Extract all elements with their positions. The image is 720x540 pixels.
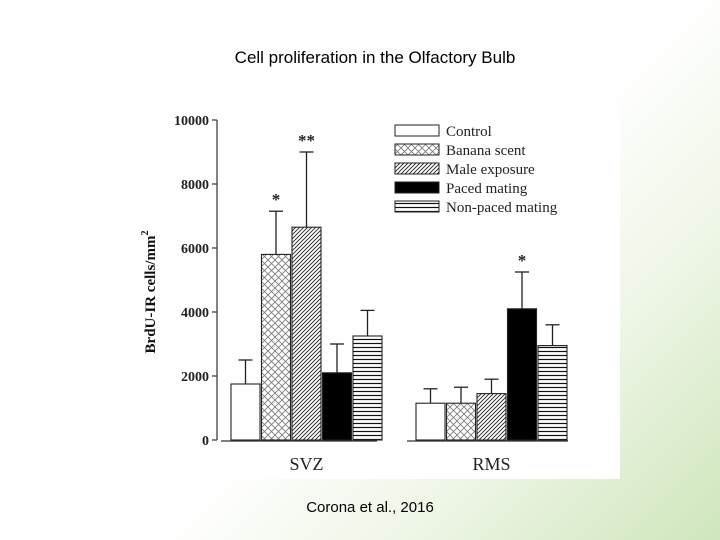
bar-svz-0 xyxy=(230,383,261,441)
y-tick-label: 6000 xyxy=(181,242,209,257)
bar-svz-2 xyxy=(291,226,322,441)
bar-layer: **** xyxy=(230,131,568,441)
legend: Control Banana scent Male exposure Paced ma… xyxy=(394,124,558,216)
bar-svz-3 xyxy=(321,372,353,441)
bar-svz-1 xyxy=(260,253,292,441)
chart-panel: 0 2000 4000 6000 8000 10000 SVZ RMS * ** * Contro… xyxy=(121,106,620,479)
x-category-label: RMS xyxy=(472,454,510,474)
legend-label: Control xyxy=(446,124,492,140)
citation: Corona et al., 2016 xyxy=(306,499,434,516)
legend-label: Paced mating xyxy=(446,181,528,197)
bar-rms-4 xyxy=(537,345,568,441)
legend-swatch xyxy=(394,143,440,156)
bar-rms-3 xyxy=(506,308,538,441)
y-tick-label: 4000 xyxy=(181,306,209,321)
slide-title: Cell proliferation in the Olfactory Bulb xyxy=(234,48,516,67)
bar-rms-2 xyxy=(476,393,507,441)
legend-label: Banana scent xyxy=(446,143,526,159)
y-tick-label: 2000 xyxy=(181,370,209,385)
y-tick-label: 0 xyxy=(202,434,209,449)
y-axis-label: BrdU-IR cells/mm2 xyxy=(140,231,159,354)
legend-swatch xyxy=(394,124,440,137)
bar-rms-0 xyxy=(415,402,446,441)
significance-marker: * xyxy=(272,190,281,209)
legend-label: Non-paced mating xyxy=(446,200,558,216)
y-tick-label: 8000 xyxy=(181,178,209,193)
y-axis-label-main: BrdU-IR cells/mm xyxy=(143,235,159,353)
legend-swatch xyxy=(394,181,440,194)
legend-swatch xyxy=(394,162,440,175)
bar-svz-4 xyxy=(352,335,383,441)
legend-label: Male exposure xyxy=(446,162,535,178)
x-category-label: SVZ xyxy=(289,454,323,474)
significance-marker: * xyxy=(518,251,527,270)
axis-layer: 0 2000 4000 6000 8000 10000 SVZ RMS xyxy=(174,114,568,474)
legend-swatch xyxy=(394,200,440,213)
significance-marker: ** xyxy=(298,131,315,150)
y-axis-label-superscript: 2 xyxy=(140,231,151,236)
y-tick-label: 10000 xyxy=(174,114,209,129)
bar-rms-1 xyxy=(445,402,477,441)
